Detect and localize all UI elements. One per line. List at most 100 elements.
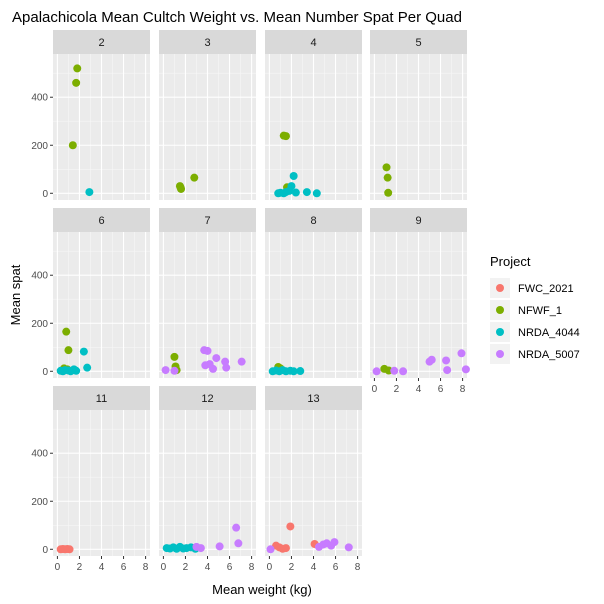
x-tick-label: 4 bbox=[311, 562, 317, 573]
data-point bbox=[83, 363, 92, 372]
legend: Project FWC_2021 NFWF_1 NRDA_4044 NRDA_5007 bbox=[490, 254, 580, 364]
facet-strip-label: 9 bbox=[415, 215, 421, 227]
facet-panel-3: 3 bbox=[159, 30, 256, 200]
facet-strip bbox=[265, 30, 362, 54]
facet-strip bbox=[53, 30, 150, 54]
y-axes: 0 200 400 0 200 400 0 200 400 bbox=[31, 93, 53, 556]
y-tick-label: 200 bbox=[31, 319, 48, 330]
legend-label: FWC_2021 bbox=[518, 283, 574, 295]
x-tick-label: 4 bbox=[205, 562, 211, 573]
chart-title: Apalachicola Mean Cultch Weight vs. Mean… bbox=[12, 9, 462, 26]
facet-strip bbox=[370, 30, 467, 54]
x-tick-label: 2 bbox=[77, 562, 83, 573]
data-point bbox=[289, 171, 298, 180]
legend-items: FWC_2021 NFWF_1 NRDA_4044 NRDA_5007 bbox=[490, 278, 580, 364]
legend-swatch bbox=[496, 306, 504, 314]
data-point bbox=[79, 347, 88, 356]
legend-item: FWC_2021 bbox=[490, 278, 574, 298]
y-tick-label: 400 bbox=[31, 93, 48, 104]
data-point bbox=[62, 327, 71, 336]
x-tick-label: 2 bbox=[394, 384, 400, 395]
data-point bbox=[237, 357, 246, 366]
y-tick-label: 200 bbox=[31, 497, 48, 508]
y-axis-title: Mean spat bbox=[8, 264, 23, 325]
legend-swatch bbox=[496, 350, 504, 358]
facet-strip-label: 12 bbox=[201, 393, 213, 405]
x-tick-label: 0 bbox=[55, 562, 61, 573]
data-point bbox=[384, 188, 393, 197]
x-tick-label: 6 bbox=[438, 384, 444, 395]
data-point bbox=[215, 542, 224, 551]
legend-item: NFWF_1 bbox=[490, 300, 562, 320]
data-point bbox=[383, 173, 392, 182]
legend-item: NRDA_5007 bbox=[490, 344, 580, 364]
x-axes: 0 2 4 6 8 0 2 4 6 8 0 2 4 6 8 0 2 4 6 8 bbox=[55, 378, 466, 573]
facet-strip-label: 7 bbox=[204, 215, 210, 227]
facet-strip bbox=[159, 208, 256, 232]
data-point bbox=[170, 366, 179, 375]
data-point bbox=[461, 365, 470, 374]
data-point bbox=[266, 545, 275, 554]
data-point bbox=[291, 188, 300, 197]
x-tick-label: 0 bbox=[161, 562, 167, 573]
facet-strip-label: 3 bbox=[204, 37, 210, 49]
data-point bbox=[296, 367, 305, 376]
y-tick-label: 400 bbox=[31, 271, 48, 282]
data-point bbox=[443, 366, 452, 375]
y-tick-label: 0 bbox=[42, 189, 48, 200]
y-tick-label: 0 bbox=[42, 367, 48, 378]
y-tick-label: 0 bbox=[42, 545, 48, 556]
x-tick-label: 2 bbox=[183, 562, 189, 573]
legend-swatch bbox=[496, 328, 504, 336]
x-tick-label: 8 bbox=[460, 384, 466, 395]
x-tick-label: 8 bbox=[143, 562, 149, 573]
data-point bbox=[399, 367, 408, 376]
data-point bbox=[64, 346, 73, 355]
legend-label: NRDA_5007 bbox=[518, 349, 580, 361]
data-point bbox=[287, 182, 296, 191]
x-tick-label: 6 bbox=[227, 562, 233, 573]
facet-panel-4: 4 bbox=[265, 30, 362, 200]
legend-label: NFWF_1 bbox=[518, 305, 562, 317]
x-axis-title: Mean weight (kg) bbox=[212, 582, 312, 597]
legend-label: NRDA_4044 bbox=[518, 327, 580, 339]
data-point bbox=[234, 539, 243, 548]
data-point bbox=[65, 545, 74, 554]
data-point bbox=[72, 366, 81, 375]
facet-strip-label: 2 bbox=[98, 37, 104, 49]
data-point bbox=[457, 349, 466, 358]
data-point bbox=[68, 141, 77, 150]
x-tick-label: 6 bbox=[121, 562, 127, 573]
x-tick-label: 0 bbox=[267, 562, 273, 573]
data-point bbox=[203, 346, 212, 355]
facet-strip-label: 13 bbox=[307, 393, 319, 405]
data-point bbox=[344, 543, 353, 552]
facet-strip-label: 11 bbox=[96, 393, 107, 405]
data-point bbox=[222, 363, 231, 372]
data-point bbox=[302, 188, 311, 197]
data-point bbox=[286, 522, 295, 531]
x-tick-label: 0 bbox=[372, 384, 378, 395]
legend-swatch bbox=[496, 284, 504, 292]
facet-panel-8: 8 bbox=[265, 208, 362, 378]
data-point bbox=[221, 357, 230, 366]
facet-strip-label: 8 bbox=[310, 215, 316, 227]
facet-strip-label: 6 bbox=[98, 215, 104, 227]
x-tick-label: 6 bbox=[333, 562, 339, 573]
x-tick-label: 8 bbox=[249, 562, 255, 573]
data-point bbox=[85, 188, 94, 197]
facet-panel-9: 9 bbox=[370, 208, 470, 378]
data-point bbox=[170, 352, 179, 361]
facet-panels: 2 3 4 5 6 7 8 9 11 12 13 bbox=[53, 30, 470, 556]
facet-panel-11: 11 bbox=[53, 386, 150, 556]
facet-strip bbox=[53, 208, 150, 232]
data-point bbox=[281, 132, 290, 141]
facet-panel-6: 6 bbox=[53, 208, 150, 378]
data-point bbox=[196, 544, 205, 553]
y-tick-label: 200 bbox=[31, 141, 48, 152]
data-point bbox=[289, 367, 298, 376]
facet-strip bbox=[265, 386, 362, 410]
data-point bbox=[72, 78, 81, 87]
facet-strip bbox=[159, 30, 256, 54]
